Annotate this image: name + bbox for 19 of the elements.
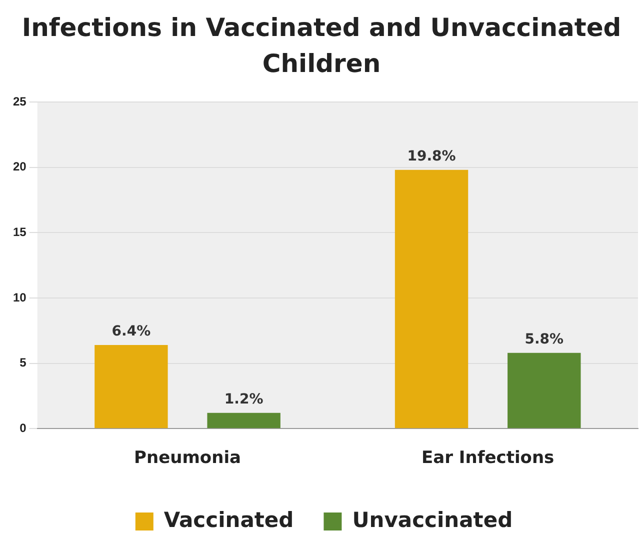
- chart-title: Infections in Vaccinated and Unvaccinated Children: [20, 12, 622, 80]
- y-tick-label: 15: [12, 224, 27, 239]
- legend-label: Unvaccinated: [352, 508, 513, 532]
- legend-label: Vaccinated: [164, 508, 294, 532]
- bar: [207, 412, 280, 428]
- y-tick-label: 20: [12, 160, 27, 174]
- data-label: 5.8%: [524, 331, 564, 348]
- y-tick-label: 25: [12, 94, 27, 108]
- bar: [94, 344, 168, 428]
- data-label: 6.4%: [112, 324, 151, 340]
- bar: [394, 170, 468, 428]
- data-label: 19.8%: [407, 148, 456, 165]
- x-tick-label: Pneumonia: [134, 448, 242, 468]
- y-tick-label: 5: [20, 356, 27, 370]
- bar: [508, 352, 581, 428]
- y-tick-label: 0: [20, 420, 27, 435]
- x-tick-label: Ear Infections: [422, 448, 554, 468]
- y-tick-label: 10: [12, 290, 27, 304]
- data-label: 1.2%: [224, 392, 264, 408]
